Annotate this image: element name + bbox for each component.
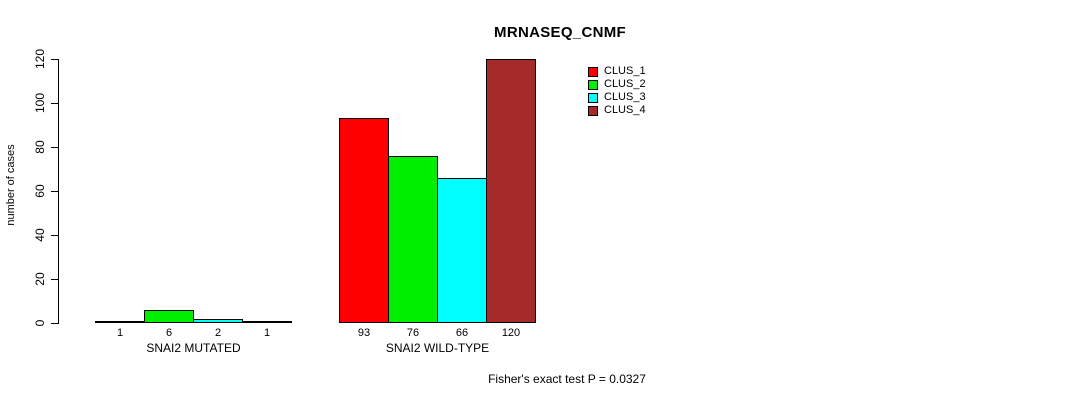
legend-item-clus-4: CLUS_4 [588, 105, 646, 116]
chart-title: MRNASEQ_CNMF [494, 24, 626, 41]
legend-label: CLUS_2 [604, 78, 646, 90]
bar-value-label: 1 [116, 327, 124, 339]
bar-clus-3-snai2-wild-type [437, 178, 487, 323]
bar-value-label: 6 [165, 327, 173, 339]
legend-label: CLUS_4 [604, 104, 646, 116]
bar-clus-2-snai2-mutated [144, 310, 194, 323]
legend-swatch-clus-4 [588, 105, 598, 116]
y-axis-tick-label: 0 [33, 319, 47, 327]
y-axis-tick-label: 80 [33, 140, 47, 154]
legend-label: CLUS_3 [604, 91, 646, 103]
legend-swatch-clus-2 [588, 79, 598, 90]
x-group-label-snai2-wild-type: SNAI2 WILD-TYPE [385, 341, 490, 355]
y-axis-tick [51, 59, 58, 60]
y-axis-tick [51, 147, 58, 148]
y-axis-tick-label: 20 [33, 272, 47, 286]
y-axis-tick-label: 60 [33, 184, 47, 198]
legend-swatch-clus-3 [588, 92, 598, 103]
legend-item-clus-2: CLUS_2 [588, 79, 646, 90]
y-axis-tick [51, 323, 58, 324]
bar-value-label: 120 [501, 327, 521, 339]
y-axis-tick-label: 40 [33, 228, 47, 242]
y-axis-tick [51, 235, 58, 236]
y-axis-tick [51, 191, 58, 192]
legend-swatch-clus-1 [588, 66, 598, 77]
bar-value-label: 76 [406, 327, 420, 339]
bar-clus-1-snai2-wild-type [339, 118, 389, 323]
bar-value-label: 66 [455, 327, 469, 339]
bar-clus-3-snai2-mutated [193, 319, 243, 323]
bar-clus-4-snai2-wild-type [486, 59, 536, 323]
y-axis-line [58, 59, 59, 324]
y-axis-tick [51, 279, 58, 280]
y-axis-tick-label: 100 [33, 92, 47, 114]
y-axis-label: number of cases [5, 144, 17, 226]
bar-value-label: 1 [263, 327, 271, 339]
bar-clus-2-snai2-wild-type [388, 156, 438, 323]
bar-value-label: 93 [357, 327, 371, 339]
x-group-label-snai2-mutated: SNAI2 MUTATED [146, 341, 241, 355]
stat-note: Fisher's exact test P = 0.0327 [488, 372, 646, 386]
legend-item-clus-3: CLUS_3 [588, 92, 646, 103]
y-axis-tick [51, 103, 58, 104]
y-axis-tick-label: 120 [33, 48, 47, 70]
legend-item-clus-1: CLUS_1 [588, 66, 646, 77]
bar-value-label: 2 [214, 327, 222, 339]
legend-label: CLUS_1 [604, 65, 646, 77]
bar-clus-1-snai2-mutated [95, 321, 145, 323]
bar-clus-4-snai2-mutated [242, 321, 292, 323]
